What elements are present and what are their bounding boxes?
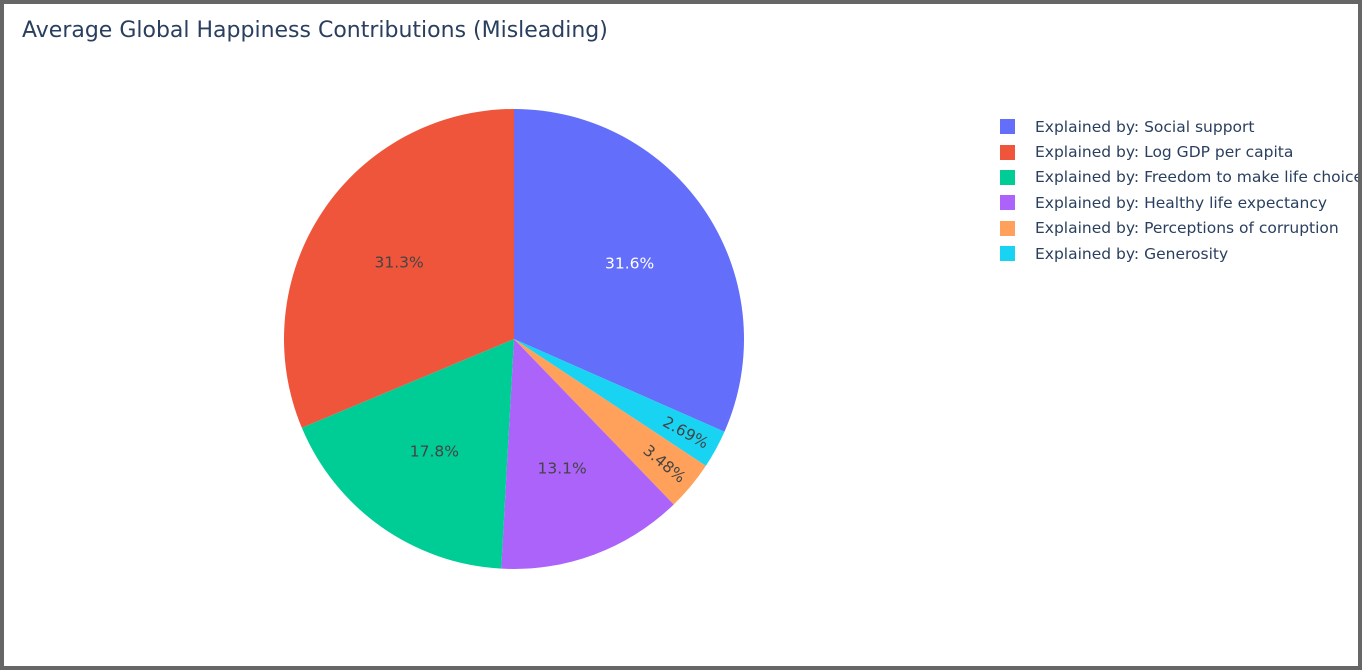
slice-label-1: 31.3% <box>374 254 423 272</box>
pie-slice-5[interactable] <box>514 339 725 466</box>
pie-slice-2[interactable] <box>301 339 514 569</box>
legend-swatch <box>1000 195 1015 211</box>
legend-item-2[interactable]: Explained by: Freedom to make life choic… <box>1000 165 1362 190</box>
legend-swatch <box>1000 220 1015 236</box>
pie-chart: 31.6%2.69%3.48%13.1%17.8%31.3% <box>284 109 744 569</box>
legend-item-3[interactable]: Explained by: Healthy life expectancy <box>1000 190 1358 215</box>
pie-slice-0[interactable] <box>514 109 744 432</box>
legend-item-4[interactable]: Explained by: Perceptions of corruption <box>1000 216 1358 241</box>
legend-label: Explained by: Healthy life expectancy <box>1035 193 1328 212</box>
slice-label-2: 17.8% <box>410 443 459 461</box>
legend-label: Explained by: Perceptions of corruption <box>1035 219 1339 238</box>
pie-slice-1[interactable] <box>284 109 514 428</box>
pie-slice-4[interactable] <box>514 339 706 505</box>
legend-swatch <box>1000 246 1015 262</box>
legend-swatch <box>1000 169 1015 185</box>
legend-swatch <box>1000 119 1015 135</box>
legend: Explained by: Social support Explained by… <box>1000 114 1362 266</box>
legend-item-0[interactable]: Explained by: Social support <box>1000 114 1358 139</box>
slice-label-3: 13.1% <box>537 459 586 477</box>
legend-label: Explained by: Freedom to make life choic… <box>1035 168 1362 187</box>
legend-label: Explained by: Social support <box>1035 117 1255 136</box>
pie-slice-3[interactable] <box>501 339 674 569</box>
chart-title: Average Global Happiness Contributions (… <box>22 18 608 43</box>
legend-item-1[interactable]: Explained by: Log GDP per capita <box>1000 139 1358 164</box>
legend-swatch <box>1000 144 1015 160</box>
slice-label-0: 31.6% <box>605 255 654 273</box>
legend-label: Explained by: Log GDP per capita <box>1035 143 1294 162</box>
legend-item-5[interactable]: Explained by: Generosity <box>1000 241 1358 266</box>
legend-label: Explained by: Generosity <box>1035 244 1229 263</box>
